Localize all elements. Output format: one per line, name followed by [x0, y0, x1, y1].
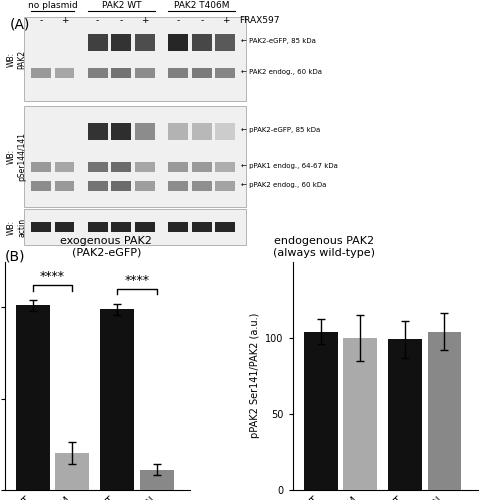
FancyBboxPatch shape — [112, 162, 131, 172]
FancyBboxPatch shape — [168, 162, 188, 172]
FancyBboxPatch shape — [192, 34, 212, 51]
FancyBboxPatch shape — [55, 222, 74, 232]
FancyBboxPatch shape — [112, 122, 131, 140]
Text: (B): (B) — [5, 250, 25, 264]
FancyBboxPatch shape — [24, 106, 246, 206]
FancyBboxPatch shape — [55, 182, 74, 191]
Text: ← PAK2-eGFP, 85 kDa: ← PAK2-eGFP, 85 kDa — [241, 38, 315, 44]
Bar — [140, 470, 173, 490]
Text: WB:
actin: WB: actin — [7, 218, 27, 236]
Bar — [100, 309, 134, 490]
Y-axis label: pPAK2 Ser141/PAK2 (a.u.): pPAK2 Ser141/PAK2 (a.u.) — [250, 313, 259, 438]
FancyBboxPatch shape — [135, 162, 155, 172]
FancyBboxPatch shape — [55, 68, 74, 78]
FancyBboxPatch shape — [135, 122, 155, 140]
FancyBboxPatch shape — [168, 68, 188, 78]
Text: -: - — [39, 16, 43, 26]
Text: ← pPAK2 endog., 60 kDa: ← pPAK2 endog., 60 kDa — [241, 182, 326, 188]
FancyBboxPatch shape — [88, 68, 108, 78]
FancyBboxPatch shape — [192, 122, 212, 140]
FancyBboxPatch shape — [112, 182, 131, 191]
Text: -: - — [200, 16, 203, 26]
Text: -: - — [176, 16, 180, 26]
Bar — [427, 332, 461, 490]
FancyBboxPatch shape — [55, 162, 74, 172]
Text: FRAX597: FRAX597 — [239, 16, 280, 26]
Text: (A): (A) — [10, 17, 30, 31]
FancyBboxPatch shape — [168, 222, 188, 232]
Text: endogenous PAK2
(always wild-type): endogenous PAK2 (always wild-type) — [272, 236, 375, 258]
FancyBboxPatch shape — [168, 182, 188, 191]
FancyBboxPatch shape — [215, 34, 235, 51]
FancyBboxPatch shape — [88, 34, 108, 51]
FancyBboxPatch shape — [192, 182, 212, 191]
FancyBboxPatch shape — [135, 182, 155, 191]
Bar — [16, 306, 50, 490]
FancyBboxPatch shape — [168, 34, 188, 51]
FancyBboxPatch shape — [88, 162, 108, 172]
Text: ← pPAK1 endog., 64-67 kDa: ← pPAK1 endog., 64-67 kDa — [241, 163, 338, 169]
FancyBboxPatch shape — [215, 222, 235, 232]
FancyBboxPatch shape — [24, 209, 246, 245]
Text: -: - — [96, 16, 99, 26]
Text: -: - — [120, 16, 123, 26]
FancyBboxPatch shape — [168, 122, 188, 140]
Text: WB:
pSer144/141: WB: pSer144/141 — [7, 132, 27, 181]
FancyBboxPatch shape — [135, 222, 155, 232]
FancyBboxPatch shape — [88, 122, 108, 140]
FancyBboxPatch shape — [192, 162, 212, 172]
FancyBboxPatch shape — [215, 182, 235, 191]
Text: ← pPAK2-eGFP, 85 kDa: ← pPAK2-eGFP, 85 kDa — [241, 127, 320, 133]
Text: +: + — [222, 16, 229, 26]
FancyBboxPatch shape — [31, 182, 51, 191]
Text: ← PAK2 endog., 60 kDa: ← PAK2 endog., 60 kDa — [241, 70, 322, 75]
FancyBboxPatch shape — [112, 34, 131, 51]
Bar — [388, 339, 422, 490]
FancyBboxPatch shape — [215, 68, 235, 78]
FancyBboxPatch shape — [135, 34, 155, 51]
FancyBboxPatch shape — [88, 222, 108, 232]
FancyBboxPatch shape — [192, 222, 212, 232]
FancyBboxPatch shape — [192, 68, 212, 78]
FancyBboxPatch shape — [215, 162, 235, 172]
FancyBboxPatch shape — [135, 68, 155, 78]
FancyBboxPatch shape — [112, 222, 131, 232]
Text: +: + — [61, 16, 68, 26]
FancyBboxPatch shape — [31, 68, 51, 78]
Text: no plasmid: no plasmid — [28, 1, 77, 10]
Text: ****: **** — [125, 274, 150, 287]
Text: PAK2 WT: PAK2 WT — [101, 1, 141, 10]
Text: PAK2 T406M: PAK2 T406M — [174, 1, 229, 10]
FancyBboxPatch shape — [31, 222, 51, 232]
FancyBboxPatch shape — [215, 122, 235, 140]
Bar — [343, 338, 377, 490]
FancyBboxPatch shape — [31, 162, 51, 172]
FancyBboxPatch shape — [24, 17, 246, 101]
Text: +: + — [141, 16, 149, 26]
FancyBboxPatch shape — [112, 68, 131, 78]
Text: ****: **** — [40, 270, 65, 283]
Bar — [304, 332, 338, 490]
Text: WB:
PAK2: WB: PAK2 — [7, 50, 27, 68]
FancyBboxPatch shape — [88, 182, 108, 191]
Bar — [56, 454, 89, 490]
Text: exogenous PAK2
(PAK2-eGFP): exogenous PAK2 (PAK2-eGFP) — [60, 236, 152, 258]
